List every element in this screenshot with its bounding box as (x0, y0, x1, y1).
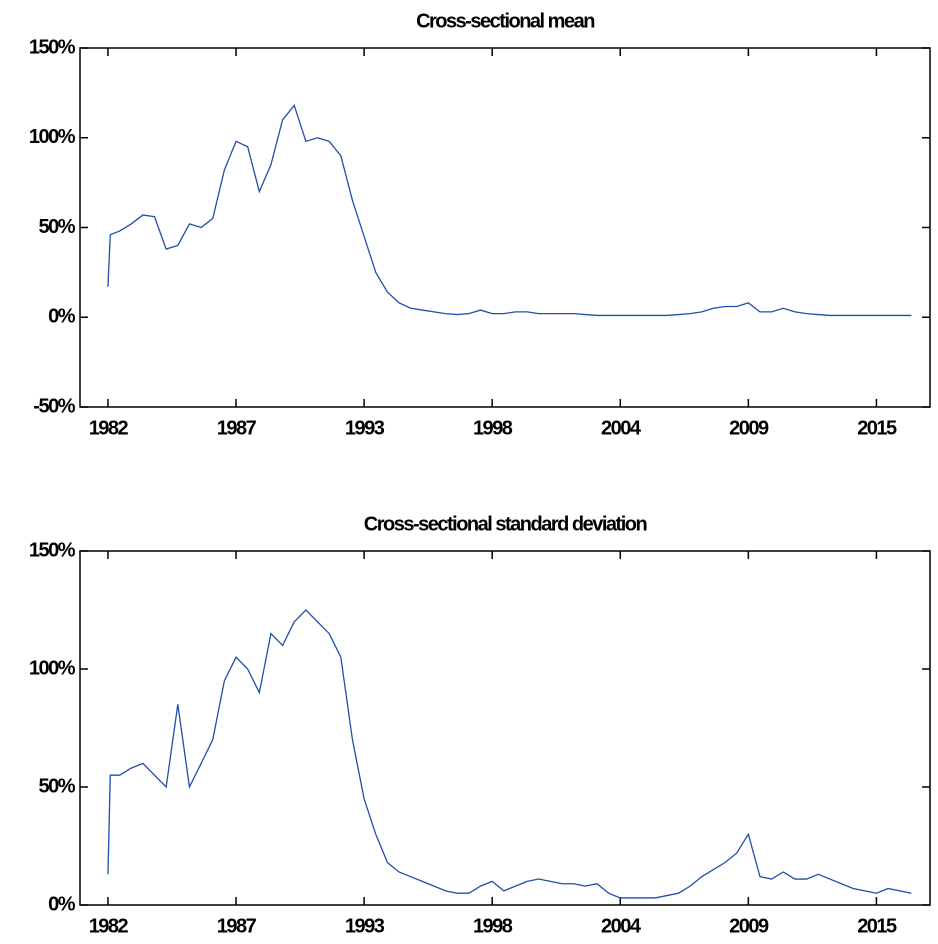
y-tick-label: 150% (29, 36, 76, 58)
data-line (107, 104, 912, 317)
y-tick-label: 100% (29, 657, 76, 679)
x-tick-label: 1987 (217, 417, 257, 439)
x-tick-label: 2009 (729, 915, 769, 937)
x-tick-label: 1982 (89, 915, 129, 937)
plot-frame (79, 47, 931, 408)
x-tick-label: 1993 (345, 915, 385, 937)
x-tick-label: 2004 (601, 417, 642, 439)
y-tick-label: 0% (48, 893, 76, 915)
x-tick-label: 1998 (473, 915, 513, 937)
y-tick-label: 0% (48, 306, 76, 328)
x-tick-label: 2009 (729, 417, 769, 439)
y-tick-label: 50% (38, 216, 75, 238)
x-tick-label: 2015 (857, 417, 897, 439)
y-tick-label: -50% (33, 395, 75, 417)
y-tick-label: 50% (38, 775, 75, 797)
plot-frame (79, 550, 931, 906)
y-tick-label: 100% (29, 126, 76, 148)
chart-title: Cross-sectional mean (416, 10, 594, 32)
data-line (107, 609, 912, 899)
x-tick-label: 2015 (857, 915, 897, 937)
y-tick-label: 150% (29, 539, 76, 561)
x-tick-label: 1993 (345, 417, 385, 439)
x-tick-label: 2004 (601, 915, 642, 937)
x-tick-label: 1982 (89, 417, 129, 439)
x-tick-label: 1998 (473, 417, 513, 439)
chart-title: Cross-sectional standard deviation (364, 513, 647, 535)
x-tick-label: 1987 (217, 915, 257, 937)
